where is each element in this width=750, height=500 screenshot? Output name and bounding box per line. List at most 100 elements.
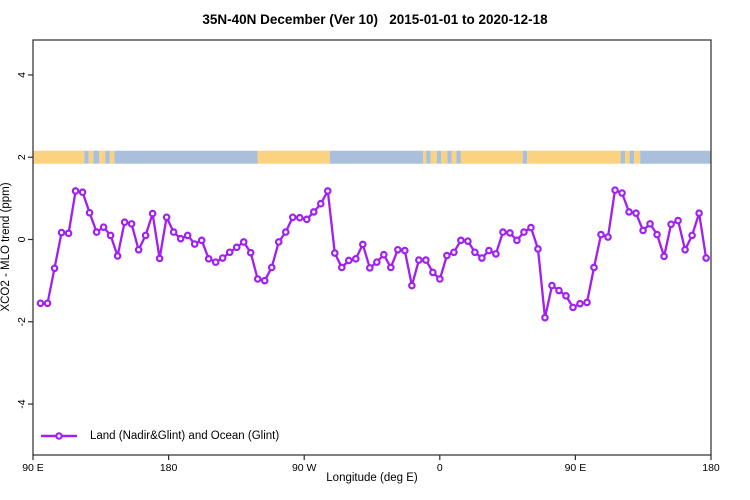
data-point-marker [611, 186, 619, 194]
data-point-marker [506, 229, 514, 237]
plot-frame [32, 39, 712, 456]
series-marker-icon [41, 432, 77, 440]
x-tick-label: 90 W [292, 462, 317, 474]
legend-point [55, 432, 63, 440]
surface-band-segment-ocean [629, 150, 635, 164]
data-point-marker [604, 233, 612, 241]
x-tick-label: 90 E [22, 462, 44, 474]
data-point-marker [330, 249, 339, 257]
data-point-marker [688, 231, 696, 240]
data-point-marker [702, 254, 710, 262]
data-point-marker [155, 254, 164, 263]
data-point-marker [344, 256, 353, 265]
surface-band-segment-land [441, 150, 448, 164]
data-point-marker [232, 243, 241, 252]
surface-band-segment-land [33, 150, 85, 164]
data-point-marker [295, 213, 304, 222]
data-point-marker [148, 209, 157, 218]
data-point-marker [408, 281, 416, 290]
data-point-marker [169, 228, 178, 236]
data-point-marker [555, 286, 563, 295]
data-point-marker [499, 228, 507, 236]
data-point-marker [36, 299, 45, 308]
data-point-marker [211, 258, 220, 266]
data-point-marker [260, 276, 269, 285]
x-tick-label: 90 E [565, 462, 587, 474]
surface-band-segment-land [460, 150, 523, 164]
y-tick-label: 4 [16, 72, 28, 78]
data-point-marker [190, 240, 199, 248]
data-point-marker [246, 248, 255, 257]
data-point-marker [625, 208, 633, 216]
data-point-marker [183, 231, 192, 240]
surface-band-segment-ocean [93, 150, 100, 164]
data-point-marker [50, 264, 59, 273]
data-point-marker [64, 229, 73, 238]
data-point-marker [288, 213, 297, 222]
data-point-marker [302, 215, 311, 224]
y-tick-label: 2 [16, 154, 28, 160]
data-point-marker [646, 220, 654, 228]
data-point-marker [429, 268, 437, 277]
data-point-marker [387, 263, 395, 272]
surface-band-segment-ocean [640, 150, 711, 164]
data-point-marker [373, 258, 381, 266]
surface-band-segment-land [634, 150, 641, 164]
legend: Land (Nadir&Glint) and Ocean (Glint) [40, 428, 279, 444]
data-point-marker [253, 275, 262, 283]
data-point-marker [267, 263, 276, 272]
data-point-marker [316, 199, 325, 208]
data-point-marker [436, 275, 444, 283]
surface-band-segment-land [109, 150, 115, 164]
x-axis-title: Longitude (deg E) [326, 472, 418, 484]
data-point-marker [618, 189, 626, 197]
data-point-marker [562, 292, 570, 300]
data-point-marker [401, 246, 409, 255]
data-point-marker [541, 313, 549, 322]
surface-band-segment-ocean [522, 150, 528, 164]
data-point-marker [513, 236, 521, 245]
data-point-marker [113, 252, 122, 260]
data-point-marker [478, 254, 486, 262]
data-point-marker [176, 234, 185, 243]
data-point-marker [380, 250, 388, 259]
data-point-marker [323, 187, 332, 195]
data-point-marker [464, 237, 472, 245]
data-point-marker [534, 245, 542, 253]
x-tick-label: 180 [702, 462, 720, 474]
data-point-marker [359, 240, 367, 249]
y-tick-label: -2 [16, 317, 28, 326]
data-point-marker [520, 228, 528, 236]
data-point-marker [492, 250, 500, 258]
data-point-marker [443, 251, 451, 260]
data-point-marker [674, 216, 682, 225]
surface-band-segment-land [257, 150, 330, 164]
x-tick-label: 180 [160, 462, 178, 474]
data-point-marker [337, 263, 346, 272]
surface-band-segment-land [430, 150, 437, 164]
surface-band-segment-ocean [84, 150, 89, 164]
surface-band-segment-land [88, 150, 94, 164]
data-point-marker [281, 228, 290, 236]
data-point-marker [197, 236, 206, 245]
y-axis-title: XCO2 - MLO trend (ppm) [0, 182, 12, 311]
surface-band-segment-land [99, 150, 106, 164]
data-point-marker [695, 209, 703, 217]
data-point-marker [422, 256, 430, 264]
data-point-marker [127, 220, 136, 228]
data-point-marker [134, 245, 143, 254]
surface-band-segment-ocean [456, 150, 461, 164]
data-point-marker [92, 228, 101, 236]
data-point-marker [576, 299, 584, 308]
data-point-marker [99, 223, 108, 231]
surface-band-segment-ocean [114, 150, 258, 164]
surface-band-segment-ocean [447, 150, 452, 164]
data-point-marker [239, 238, 248, 246]
data-point-marker [653, 230, 661, 239]
data-point-marker [394, 245, 402, 254]
data-point-marker [450, 248, 458, 257]
data-point-marker [120, 218, 129, 227]
data-point-marker [667, 220, 675, 229]
data-point-marker [162, 213, 171, 222]
